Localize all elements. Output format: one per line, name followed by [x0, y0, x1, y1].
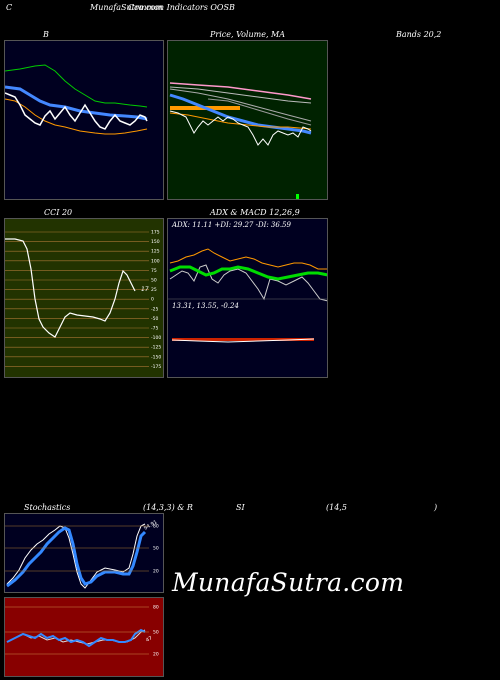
- bollinger-price-line: [5, 92, 148, 130]
- plus-di-line: [169, 248, 327, 270]
- cci-line: [5, 238, 136, 338]
- rsi-tick-label: 50: [153, 630, 159, 636]
- rsi-tick-label: 20: [153, 652, 159, 658]
- adx-macd-svg: ADX: 11.11 +DI: 29.27 -DI: 36.59 13.31, …: [168, 221, 327, 343]
- volume-bar: [296, 194, 299, 199]
- bollinger-title-right: Bands 20,2: [396, 30, 442, 39]
- cci-tick-label: 150: [151, 239, 160, 245]
- cci-tick-label: 100: [151, 258, 160, 264]
- watermark: MunafaSutra.com: [172, 568, 405, 597]
- rsi-params: (14,5: [326, 503, 347, 512]
- ma-line-orange: [169, 112, 312, 130]
- cci-tick-label: -175: [151, 364, 161, 370]
- stoch-d-line: [6, 526, 147, 588]
- rsi-title: SI: [236, 503, 245, 512]
- price-svg: [169, 82, 312, 199]
- price-line-white: [169, 110, 312, 146]
- macd-values: 13.31, 13.55, -0.24: [172, 302, 239, 310]
- cci-tick-label: 175: [151, 230, 160, 236]
- cci-chart: 175 150 125 100 75 50 25 0 -25 -50 -75 -100 -125 -150…: [4, 218, 164, 378]
- rsi-close: ): [434, 503, 438, 512]
- cci-side-label: 17: [141, 286, 149, 293]
- bollinger-title-left: B: [43, 30, 49, 39]
- ma-line-gray-2: [169, 88, 312, 122]
- cci-tick-label: -50: [151, 316, 158, 322]
- bollinger-svg: [5, 64, 148, 135]
- bollinger-lower-band: [5, 98, 148, 135]
- rsi-line-blue: [6, 628, 146, 648]
- rsi-tick-label: 80: [153, 605, 159, 611]
- price-title: Price, Volume, MA: [210, 30, 286, 39]
- bollinger-bands-chart: [4, 40, 164, 200]
- rsi-side-label: 47: [145, 635, 154, 643]
- cci-tick-label: 25: [151, 287, 157, 293]
- ma-line-pink: [169, 82, 312, 100]
- stoch-tick-label: 50: [153, 546, 159, 552]
- cci-title: CCI 20: [44, 208, 73, 217]
- c-label: C: [6, 3, 13, 12]
- cci-tick-label: -25: [151, 306, 158, 312]
- macd-histogram: [172, 338, 314, 341]
- cci-tick-label: -100: [151, 335, 161, 341]
- rsi-svg: 47 80 50 20: [5, 605, 159, 658]
- stoch-title: Stochastics: [24, 503, 71, 512]
- site-title: MunafaSutra.com: [90, 3, 163, 12]
- cci-svg: 175 150 125 100 75 50 25 0 -25 -50 -75 -100 -125 -150…: [5, 230, 161, 370]
- cci-tick-label: 75: [151, 268, 157, 274]
- bollinger-upper-band: [5, 64, 148, 108]
- cci-tick-label: -75: [151, 326, 158, 332]
- cci-tick-label: 50: [151, 278, 157, 284]
- minus-di-line: [169, 264, 327, 302]
- adx-macd-title: ADX & MACD 12,26,9: [210, 208, 300, 217]
- rsi-chart: 47 80 50 20: [4, 597, 164, 677]
- cci-tick-label: 125: [151, 249, 160, 255]
- bollinger-middle-band: [5, 85, 148, 121]
- stochastics-chart: 94.91 80 50 20: [4, 513, 164, 593]
- adx-line: [169, 265, 327, 281]
- cci-tick-label: 0: [151, 297, 154, 303]
- adx-values: ADX: 11.11 +DI: 29.27 -DI: 36.59: [171, 221, 292, 229]
- stoch-params: (14,3,3) & R: [143, 503, 193, 512]
- cci-tick-label: -125: [151, 345, 161, 351]
- macd-line: [171, 338, 315, 343]
- stoch-tick-label: 80: [153, 524, 159, 530]
- ma-line-gray: [169, 86, 312, 104]
- stoch-tick-label: 20: [153, 569, 159, 575]
- ma-line-gray-3: [207, 98, 312, 126]
- stoch-k-line: [6, 523, 146, 589]
- cci-tick-label: -150: [151, 354, 161, 360]
- page-subtitle: Common Indicators OOSB: [128, 3, 235, 12]
- ma-line-blue: [169, 93, 312, 135]
- price-volume-ma-chart: [167, 40, 328, 200]
- adx-macd-chart: ADX: 11.11 +DI: 29.27 -DI: 36.59 13.31, …: [167, 218, 328, 378]
